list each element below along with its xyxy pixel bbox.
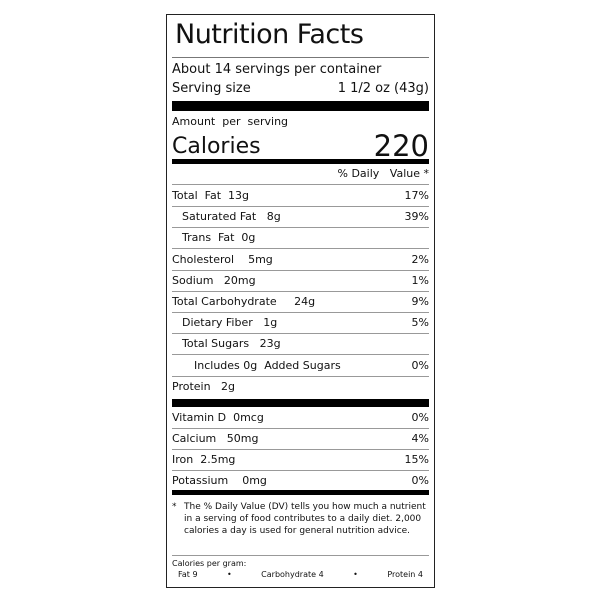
nutrient-row: Iron 2.5mg 15%: [172, 453, 429, 466]
nutrient-label: Sodium 20mg: [172, 273, 256, 287]
nutrient-daily-value: 9%: [411, 295, 429, 308]
nutrient-label: Dietary Fiber 1g: [182, 316, 278, 330]
nutrient-row: Calcium 50mg 4%: [172, 432, 429, 445]
nutrient-label: Calcium 50mg: [172, 432, 259, 445]
divider: [172, 470, 429, 471]
nutrient-daily-value: 0%: [411, 411, 429, 424]
cpg-fat: Fat 9: [178, 570, 198, 579]
nutrient-label: Cholesterol 5mg: [172, 252, 273, 266]
nutrient-row: Dietary Fiber 1g 5%: [172, 316, 429, 329]
nutrient-label: Total Carbohydrate 24g: [172, 295, 316, 308]
nutrient-row: Includes 0g Added Sugars 0%: [172, 359, 429, 372]
thick-divider: [172, 399, 429, 407]
nutrient-row: Saturated Fat 8g 39%: [172, 210, 429, 223]
divider: [172, 206, 429, 207]
nutrient-label: Saturated Fat 8g: [182, 210, 281, 224]
divider: [172, 312, 429, 313]
nutrient-label: Trans Fat 0g: [182, 231, 256, 245]
divider: [172, 227, 429, 229]
nutrient-daily-value: 17%: [404, 189, 429, 202]
divider: [172, 269, 429, 271]
nutrient-daily-value: 2%: [411, 252, 429, 266]
daily-value-header: % Daily Value *: [337, 167, 429, 180]
nutrient-row: Cholesterol 5mg 2%: [172, 253, 429, 266]
divider: [172, 428, 429, 429]
divider: [172, 555, 429, 556]
nutrient-label: Includes 0g Added Sugars: [194, 358, 341, 372]
divider: [172, 333, 429, 335]
nutrient-row: Total Sugars 23g: [172, 337, 429, 350]
nutrient-daily-value: 15%: [404, 453, 429, 466]
serving-size-label: Serving size: [172, 81, 251, 96]
cpg-protein: Protein 4: [387, 570, 423, 579]
divider: [172, 375, 429, 377]
nutrient-label: Potassium 0mg: [172, 474, 267, 487]
nutrient-row: Potassium 0mg 0%: [172, 474, 429, 487]
nutrient-daily-value: 1%: [411, 273, 429, 287]
nutrient-row: Trans Fat 0g: [172, 231, 429, 244]
nutrition-facts-label: Nutrition Facts About 14 servings per co…: [166, 14, 435, 588]
nutrient-daily-value: 0%: [411, 358, 429, 372]
divider: [172, 354, 429, 356]
nutrient-label: Iron 2.5mg: [172, 453, 236, 466]
serving-size-value: 1 1/2 oz (43g): [337, 81, 429, 96]
nutrient-row: Total Carbohydrate 24g 9%: [172, 295, 429, 308]
nutrient-label: Protein 2g: [172, 379, 236, 393]
calories-value: 220: [373, 129, 429, 163]
amount-per-serving: Amount per serving: [172, 115, 289, 128]
nutrient-daily-value: 0%: [411, 474, 429, 487]
nutrient-label: Total Fat 13g: [172, 189, 250, 202]
calories-per-gram-label: Calories per gram:: [172, 559, 247, 568]
divider: [172, 184, 429, 185]
calories-label: Calories: [172, 133, 261, 159]
nutrient-row: Sodium 20mg 1%: [172, 274, 429, 287]
label-title: Nutrition Facts: [175, 19, 364, 50]
nutrient-label: Vitamin D 0mcg: [172, 411, 264, 424]
servings-per-container: About 14 servings per container: [172, 62, 382, 77]
divider: [172, 290, 429, 292]
nutrient-row: Total Fat 13g 17%: [172, 189, 429, 202]
cpg-carbohydrate: Carbohydrate 4: [261, 570, 324, 579]
nutrient-daily-value: 4%: [411, 432, 429, 445]
nutrient-label: Total Sugars 23g: [182, 337, 281, 351]
footnote: * The % Daily Value (DV) tells you how mu…: [172, 501, 429, 537]
nutrient-row: Vitamin D 0mcg 0%: [172, 411, 429, 424]
thick-divider: [172, 159, 429, 164]
nutrient-daily-value: 39%: [404, 210, 429, 224]
nutrient-row: Protein 2g: [172, 380, 429, 393]
footnote-text: The % Daily Value (DV) tells you how muc…: [184, 502, 426, 536]
thick-divider: [172, 490, 429, 495]
divider: [172, 449, 429, 450]
divider: [172, 57, 429, 58]
divider: [172, 248, 429, 250]
nutrient-daily-value: 5%: [411, 316, 429, 330]
thick-divider: [172, 101, 429, 111]
